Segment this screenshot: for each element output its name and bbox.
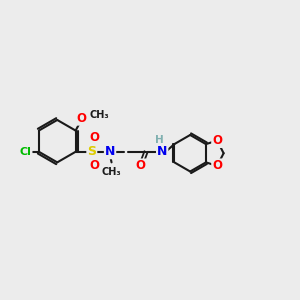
Text: CH₃: CH₃: [102, 167, 121, 177]
Text: O: O: [89, 159, 99, 172]
Text: H: H: [155, 135, 164, 145]
Text: N: N: [105, 145, 115, 158]
Text: S: S: [87, 145, 96, 158]
Text: O: O: [136, 159, 146, 172]
Text: O: O: [89, 131, 99, 144]
Text: O: O: [212, 134, 222, 147]
Text: N: N: [157, 145, 167, 158]
Text: CH₃: CH₃: [89, 110, 109, 120]
Text: O: O: [76, 112, 86, 125]
Text: O: O: [212, 159, 222, 172]
Text: Cl: Cl: [20, 147, 32, 157]
